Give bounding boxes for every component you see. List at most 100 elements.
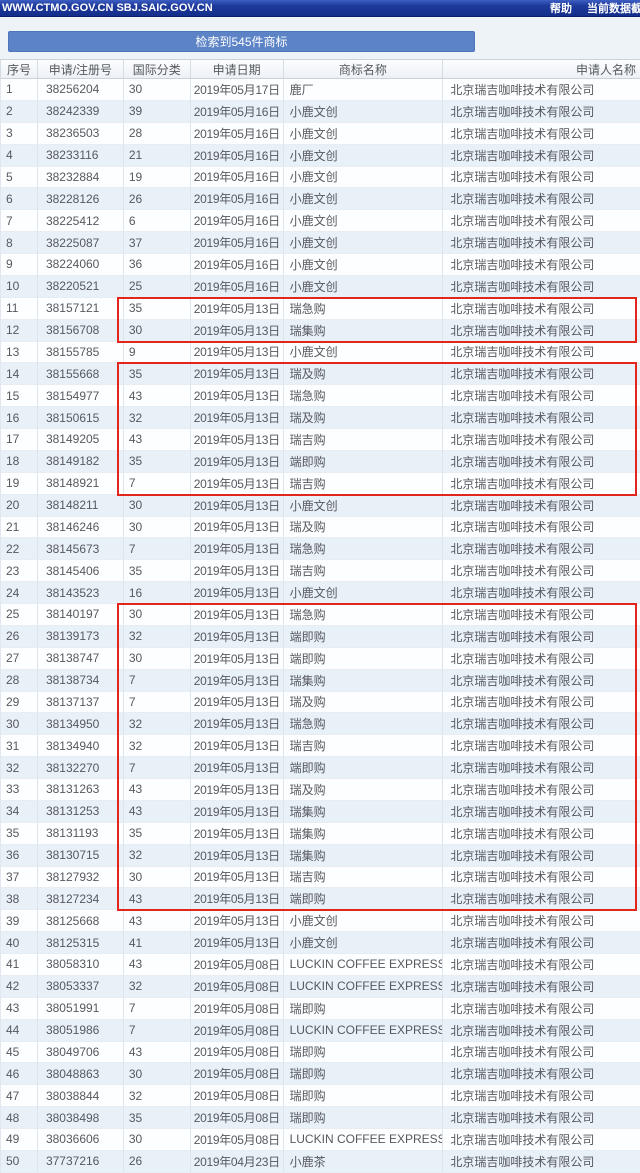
- application-number-link[interactable]: 38143523: [37, 582, 124, 604]
- application-number-link[interactable]: 38138747: [37, 647, 124, 670]
- trademark-name-link[interactable]: 小鹿茶: [283, 1150, 444, 1173]
- application-number-link[interactable]: 38242339: [37, 100, 124, 123]
- trademark-name-link[interactable]: 瑞即购: [283, 1041, 444, 1064]
- trademark-name-link[interactable]: 瑞即购: [283, 997, 444, 1020]
- trademark-name-link[interactable]: 小鹿文创: [283, 341, 444, 364]
- trademark-name-link[interactable]: 端即购: [283, 647, 444, 670]
- application-number-link[interactable]: 38058310: [37, 954, 124, 976]
- trademark-name-link[interactable]: LUCKIN COFFEE EXPRESS: [283, 1129, 444, 1151]
- trademark-name-link[interactable]: 瑞及购: [283, 779, 444, 801]
- trademark-name-link[interactable]: 小鹿文创: [283, 254, 444, 276]
- trademark-name-link[interactable]: 瑞吉购: [283, 472, 444, 495]
- trademark-name-link[interactable]: 瑞急购: [283, 538, 444, 561]
- application-number-link[interactable]: 38127932: [37, 866, 124, 889]
- application-number-link[interactable]: 38233116: [37, 144, 124, 167]
- application-number-link[interactable]: 38220521: [37, 275, 124, 298]
- application-number-link[interactable]: 38236503: [37, 122, 124, 145]
- trademark-name-link[interactable]: 小鹿文创: [283, 932, 444, 954]
- trademark-name-link[interactable]: 小鹿文创: [283, 144, 444, 167]
- trademark-name-link[interactable]: 瑞急购: [283, 297, 444, 320]
- application-number-link[interactable]: 38150615: [37, 407, 124, 429]
- trademark-name-link[interactable]: 瑞集购: [283, 669, 444, 692]
- trademark-name-link[interactable]: 瑞急购: [283, 604, 444, 626]
- application-number-link[interactable]: 38139173: [37, 625, 124, 648]
- application-number-link[interactable]: 38048863: [37, 1063, 124, 1086]
- application-number-link[interactable]: 38051986: [37, 1019, 124, 1042]
- trademark-name-link[interactable]: LUCKIN COFFEE EXPRESS: [283, 1019, 444, 1042]
- application-number-link[interactable]: 38149182: [37, 450, 124, 473]
- application-number-link[interactable]: 38146246: [37, 516, 124, 539]
- trademark-name-link[interactable]: 小鹿文创: [283, 275, 444, 298]
- application-number-link[interactable]: 38131253: [37, 800, 124, 823]
- trademark-name-link[interactable]: 瑞及购: [283, 691, 444, 714]
- trademark-name-link[interactable]: 瑞急购: [283, 713, 444, 736]
- application-number-link[interactable]: 38145673: [37, 538, 124, 561]
- trademark-name-link[interactable]: 瑞吉购: [283, 560, 444, 583]
- application-number-link[interactable]: 38155785: [37, 341, 124, 364]
- application-number-link[interactable]: 38140197: [37, 604, 124, 626]
- application-number-link[interactable]: 38127234: [37, 888, 124, 911]
- trademark-name-link[interactable]: 瑞及购: [283, 363, 444, 386]
- trademark-name-link[interactable]: 端即购: [283, 450, 444, 473]
- trademark-name-link[interactable]: 瑞吉购: [283, 735, 444, 758]
- application-number-link[interactable]: 38049706: [37, 1041, 124, 1064]
- trademark-name-link[interactable]: LUCKIN COFFEE EXPRESS: [283, 975, 444, 998]
- application-number-link[interactable]: 38051991: [37, 997, 124, 1020]
- trademark-name-link[interactable]: 瑞及购: [283, 407, 444, 429]
- trademark-name-link[interactable]: 瑞及购: [283, 516, 444, 539]
- application-number-link[interactable]: 38156708: [37, 319, 124, 342]
- trademark-name-link[interactable]: 瑞集购: [283, 822, 444, 845]
- trademark-name-link[interactable]: 小鹿文创: [283, 910, 444, 933]
- application-number-link[interactable]: 38131193: [37, 822, 124, 845]
- trademark-name-link[interactable]: 瑞急购: [283, 385, 444, 408]
- application-number-link[interactable]: 38038498: [37, 1107, 124, 1129]
- trademark-name-link[interactable]: 小鹿文创: [283, 100, 444, 123]
- application-number-link[interactable]: 38138734: [37, 669, 124, 692]
- application-number-link[interactable]: 38157121: [37, 297, 124, 320]
- application-number-link[interactable]: 38137137: [37, 691, 124, 714]
- trademark-name-link[interactable]: 瑞即购: [283, 1107, 444, 1129]
- trademark-name-link[interactable]: 瑞吉购: [283, 429, 444, 451]
- trademark-name-link[interactable]: 瑞集购: [283, 319, 444, 342]
- trademark-name-link[interactable]: 瑞集购: [283, 800, 444, 823]
- trademark-name-link[interactable]: 小鹿文创: [283, 188, 444, 211]
- application-number-link[interactable]: 38148921: [37, 472, 124, 495]
- trademark-name-link[interactable]: 瑞集购: [283, 844, 444, 867]
- application-number-link[interactable]: 38154977: [37, 385, 124, 408]
- trademark-name-link[interactable]: 小鹿文创: [283, 122, 444, 145]
- application-number-link[interactable]: 38155668: [37, 363, 124, 386]
- application-number-link[interactable]: 38131263: [37, 779, 124, 801]
- application-number-link[interactable]: 38228126: [37, 188, 124, 211]
- trademark-name-link[interactable]: 瑞即购: [283, 1063, 444, 1086]
- application-number-link[interactable]: 38036606: [37, 1129, 124, 1151]
- application-number-link[interactable]: 38134950: [37, 713, 124, 736]
- application-number-link[interactable]: 38038844: [37, 1085, 124, 1108]
- application-number-link[interactable]: 38225087: [37, 232, 124, 254]
- application-number-link[interactable]: 38224060: [37, 254, 124, 276]
- application-number-link[interactable]: 37737216: [37, 1150, 124, 1173]
- application-number-link[interactable]: 38256204: [37, 79, 124, 101]
- application-number-link[interactable]: 38134940: [37, 735, 124, 758]
- results-count-button[interactable]: 检索到545件商标: [8, 31, 475, 52]
- trademark-name-link[interactable]: 端即购: [283, 888, 444, 911]
- application-number-link[interactable]: 38145406: [37, 560, 124, 583]
- trademark-name-link[interactable]: 瑞吉购: [283, 866, 444, 889]
- application-number-link[interactable]: 38148211: [37, 494, 124, 517]
- application-number-link[interactable]: 38125668: [37, 910, 124, 933]
- trademark-name-link[interactable]: 瑞即购: [283, 1085, 444, 1108]
- application-number-link[interactable]: 38053337: [37, 975, 124, 998]
- application-number-link[interactable]: 38130715: [37, 844, 124, 867]
- trademark-name-link[interactable]: 小鹿文创: [283, 582, 444, 604]
- trademark-name-link[interactable]: 端即购: [283, 625, 444, 648]
- trademark-name-link[interactable]: 小鹿文创: [283, 166, 444, 189]
- trademark-name-link[interactable]: LUCKIN COFFEE EXPRESS: [283, 954, 444, 976]
- application-number-link[interactable]: 38232884: [37, 166, 124, 189]
- trademark-name-link[interactable]: 小鹿文创: [283, 232, 444, 254]
- trademark-name-link[interactable]: 鹿厂: [283, 79, 444, 101]
- application-number-link[interactable]: 38132270: [37, 757, 124, 779]
- trademark-name-link[interactable]: 端即购: [283, 757, 444, 779]
- trademark-name-link[interactable]: 小鹿文创: [283, 210, 444, 233]
- application-number-link[interactable]: 38125315: [37, 932, 124, 954]
- trademark-name-link[interactable]: 小鹿文创: [283, 494, 444, 517]
- help-link[interactable]: 帮助: [550, 3, 572, 15]
